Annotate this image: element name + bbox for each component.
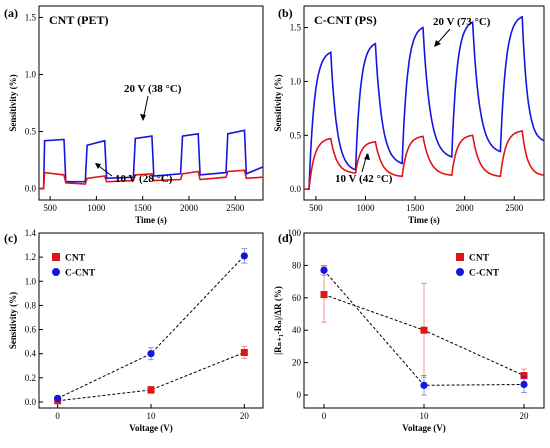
y-tick-label: 0 bbox=[297, 390, 302, 400]
y-tick-label: 0.6 bbox=[25, 325, 37, 335]
panel-label: (c) bbox=[4, 231, 17, 245]
annotation-arrowhead-20v bbox=[140, 114, 146, 121]
y-tick-label: 20 bbox=[292, 358, 302, 368]
series-line-10v bbox=[39, 169, 264, 190]
y-axis-label: Sensitivity (%) bbox=[8, 292, 18, 349]
x-axis-label: Voltage (V) bbox=[402, 423, 445, 433]
x-tick-label: 1500 bbox=[134, 203, 153, 213]
y-tick-label: 40 bbox=[292, 325, 302, 335]
x-tick-label: 1000 bbox=[87, 203, 106, 213]
x-axis-label: Time (s) bbox=[135, 215, 167, 225]
panel-a-axes: 500 1000 1500 2000 2500 0.0 0.5 1.0 1.5 Time (s) S… bbox=[4, 5, 264, 225]
legend-marker-c-cnt bbox=[456, 268, 464, 276]
data-point-c-cnt bbox=[420, 381, 428, 389]
y-tick-label: 80 bbox=[292, 260, 302, 270]
data-point-cnt bbox=[520, 372, 528, 380]
series-line-20v bbox=[39, 129, 264, 190]
x-tick-label: 20 bbox=[520, 411, 530, 421]
data-point-c-cnt bbox=[54, 394, 62, 402]
panel-d-axes: 0 10 20 0 20 40 60 80 100 Voltage (V) |Rₙ₊₁-Rₙ|/ΔR… bbox=[273, 228, 545, 433]
legend-label-cnt: CNT bbox=[469, 254, 490, 264]
data-point-cnt bbox=[320, 291, 328, 299]
y-tick-label: 1.0 bbox=[25, 276, 37, 286]
annotation-20v: 20 V (38 °C) bbox=[124, 83, 182, 95]
panel-label: (d) bbox=[278, 231, 293, 245]
y-tick-label: 1.2 bbox=[25, 252, 36, 262]
annotation-arrowhead-20v bbox=[434, 40, 441, 47]
plot-frame bbox=[38, 5, 264, 201]
x-tick-label: 1500 bbox=[406, 203, 425, 213]
x-axis-label: Voltage (V) bbox=[129, 423, 172, 433]
y-tick-label: 0.5 bbox=[290, 130, 302, 140]
x-axis-label: Time (s) bbox=[408, 215, 440, 225]
data-point-c-cnt bbox=[520, 380, 528, 389]
y-tick-label: 0.0 bbox=[25, 397, 37, 407]
y-axis-label: Sensitivity (%) bbox=[273, 74, 283, 131]
panel-c-axes: 0 10 20 0.0 0.2 0.4 0.6 0.8 1.0 1.2 1.4 Voltage (V)… bbox=[4, 228, 264, 433]
y-tick-label: 1.0 bbox=[290, 76, 302, 86]
y-tick-label: 1.4 bbox=[25, 228, 37, 238]
data-point-cnt bbox=[147, 386, 155, 394]
series-line-20v bbox=[304, 15, 545, 190]
panel-label: (b) bbox=[278, 6, 293, 20]
data-point-c-cnt bbox=[147, 350, 155, 358]
y-tick-label: 1.5 bbox=[290, 23, 302, 33]
x-tick-label: 10 bbox=[147, 411, 157, 421]
series-line-10v bbox=[304, 130, 545, 190]
y-tick-label: 0.0 bbox=[25, 184, 37, 194]
dashed-connector-cnt bbox=[57, 352, 245, 402]
x-tick-label: 2000 bbox=[180, 203, 199, 213]
data-point-c-cnt bbox=[240, 252, 248, 260]
legend-marker-c-cnt bbox=[52, 268, 60, 276]
y-axis-label: |Rₙ₊₁-Rₙ|/ΔR (%) bbox=[273, 286, 283, 355]
annotation-10v: 10 V (42 °C) bbox=[335, 173, 393, 185]
x-tick-label: 1000 bbox=[356, 203, 375, 213]
y-tick-label: 60 bbox=[292, 293, 302, 303]
legend-label-c-cnt: C-CNT bbox=[469, 269, 500, 279]
x-tick-label: 10 bbox=[420, 411, 430, 421]
plot-frame bbox=[303, 5, 545, 201]
data-point-cnt bbox=[420, 326, 428, 334]
x-tick-label: 500 bbox=[43, 203, 57, 213]
legend-label-c-cnt: C-CNT bbox=[65, 269, 96, 279]
y-tick-label: 0.0 bbox=[290, 184, 302, 194]
legend-marker-cnt bbox=[52, 253, 60, 261]
x-tick-label: 2500 bbox=[226, 203, 245, 213]
panel-label: (a) bbox=[4, 6, 18, 20]
y-tick-label: 1.0 bbox=[25, 69, 37, 79]
annotation-20v: 20 V (73 °C) bbox=[433, 16, 491, 28]
legend-label-cnt: CNT bbox=[65, 254, 86, 264]
legend-marker-cnt bbox=[456, 253, 464, 261]
panel-title: C-CNT (PS) bbox=[314, 13, 377, 27]
x-tick-label: 2000 bbox=[456, 203, 475, 213]
x-tick-label: 0 bbox=[322, 411, 327, 421]
y-tick-label: 0.8 bbox=[25, 300, 37, 310]
y-tick-label: 1.5 bbox=[25, 12, 37, 22]
annotation-10v: 10 V (28 °C) bbox=[115, 173, 173, 185]
panel-title: CNT (PET) bbox=[49, 13, 108, 27]
x-tick-label: 0 bbox=[55, 411, 60, 421]
y-tick-label: 0.5 bbox=[25, 127, 37, 137]
y-tick-label: 100 bbox=[288, 228, 302, 238]
annotation-arrowhead-10v bbox=[364, 153, 370, 160]
x-tick-label: 2500 bbox=[505, 203, 524, 213]
data-point-cnt bbox=[240, 348, 248, 356]
y-axis-label: Sensitivity (%) bbox=[8, 74, 18, 131]
x-tick-label: 20 bbox=[240, 411, 250, 421]
annotation-arrowhead-10v bbox=[95, 163, 101, 169]
y-tick-label: 0.4 bbox=[25, 349, 37, 359]
data-point-c-cnt bbox=[320, 266, 328, 274]
y-tick-label: 0.2 bbox=[25, 373, 36, 383]
x-tick-label: 500 bbox=[309, 203, 323, 213]
